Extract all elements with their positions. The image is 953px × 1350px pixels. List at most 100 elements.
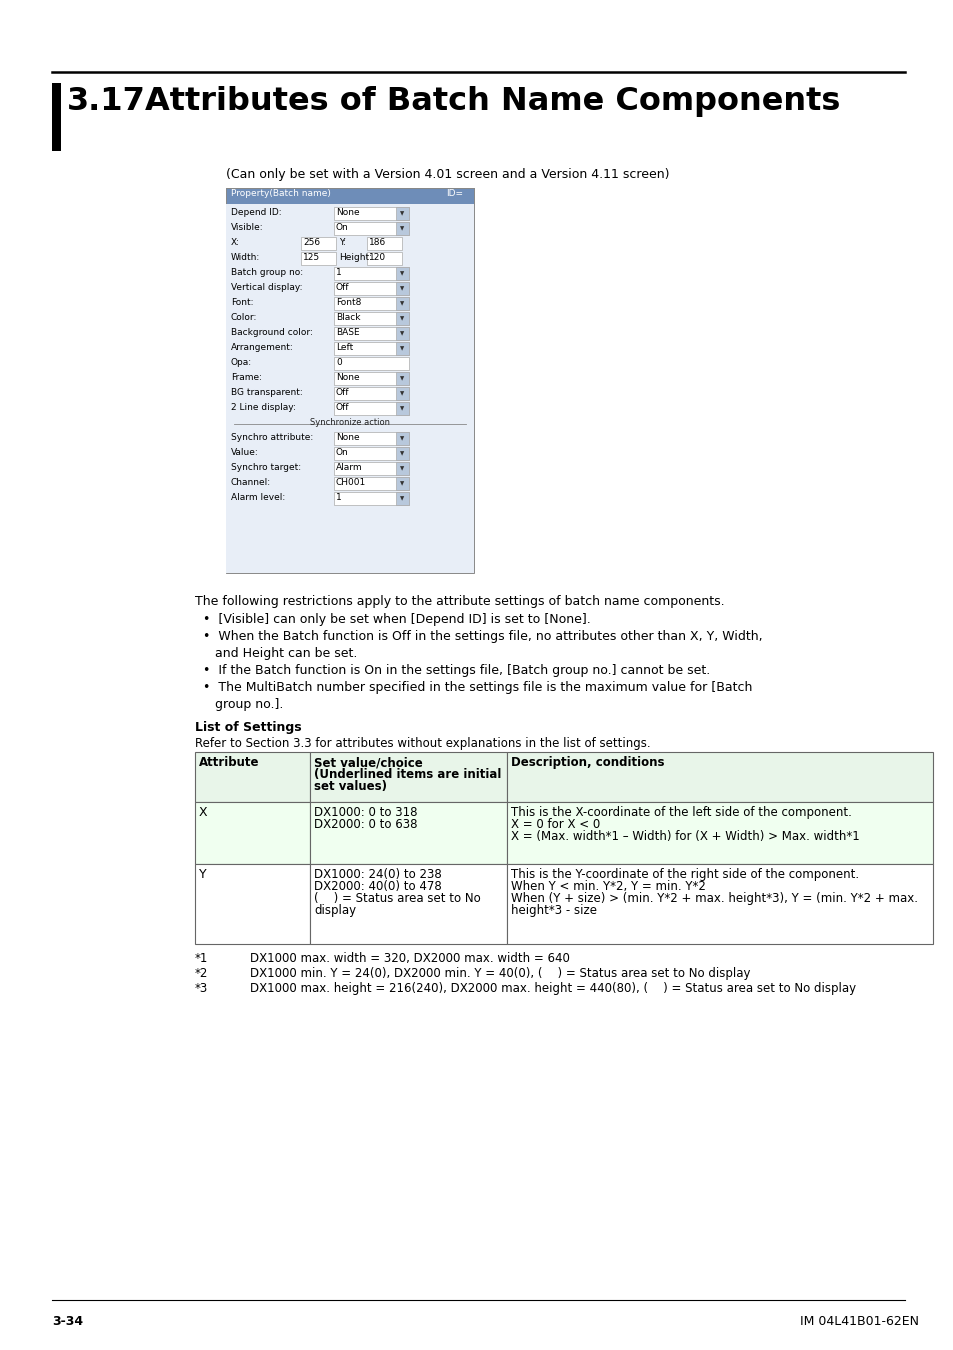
Text: None: None xyxy=(335,208,359,217)
Text: 125: 125 xyxy=(303,252,320,262)
Bar xyxy=(395,462,409,475)
Bar xyxy=(506,752,932,802)
Bar xyxy=(334,267,409,279)
Bar xyxy=(395,491,409,505)
Bar xyxy=(310,864,506,944)
Text: Frame:: Frame: xyxy=(231,373,262,382)
Bar xyxy=(194,802,310,864)
Text: 3.17: 3.17 xyxy=(67,86,146,117)
Text: ▼: ▼ xyxy=(399,466,404,471)
Text: When Y < min. Y*2, Y = min. Y*2: When Y < min. Y*2, Y = min. Y*2 xyxy=(511,880,705,892)
Bar xyxy=(334,297,409,310)
Text: DX1000: 0 to 318: DX1000: 0 to 318 xyxy=(314,806,417,819)
Bar xyxy=(367,238,401,250)
Text: ▼: ▼ xyxy=(399,331,404,336)
Bar xyxy=(334,282,409,296)
Text: *3: *3 xyxy=(194,981,208,995)
Text: set values): set values) xyxy=(314,780,387,792)
Text: Y: Y xyxy=(199,868,207,882)
Bar xyxy=(301,252,335,265)
Text: Background color:: Background color: xyxy=(231,328,313,338)
Text: Opa:: Opa: xyxy=(231,358,252,367)
Text: On: On xyxy=(335,223,349,232)
Bar xyxy=(395,387,409,400)
Text: and Height can be set.: and Height can be set. xyxy=(214,647,357,660)
Text: On: On xyxy=(335,448,349,458)
Bar xyxy=(334,373,409,385)
Bar xyxy=(334,356,409,370)
Text: ▼: ▼ xyxy=(399,392,404,396)
Bar xyxy=(395,447,409,460)
Bar xyxy=(395,327,409,340)
Bar xyxy=(334,342,409,355)
Bar xyxy=(395,312,409,325)
Bar xyxy=(334,432,409,446)
Text: ▼: ▼ xyxy=(399,406,404,410)
Text: 186: 186 xyxy=(369,238,386,247)
Text: Set value/choice: Set value/choice xyxy=(314,756,422,770)
Bar xyxy=(395,432,409,446)
Bar xyxy=(334,447,409,460)
Text: Attribute: Attribute xyxy=(199,756,259,770)
Text: Description, conditions: Description, conditions xyxy=(511,756,664,770)
Text: Width:: Width: xyxy=(231,252,260,262)
Text: Value:: Value: xyxy=(231,448,258,458)
Text: 1: 1 xyxy=(335,269,341,277)
Bar xyxy=(334,207,409,220)
Text: (Can only be set with a Version 4.01 screen and a Version 4.11 screen): (Can only be set with a Version 4.01 scr… xyxy=(226,167,669,181)
Text: Refer to Section 3.3 for attributes without explanations in the list of settings: Refer to Section 3.3 for attributes with… xyxy=(194,737,650,751)
Text: (Underlined items are initial: (Underlined items are initial xyxy=(314,768,501,782)
Text: BASE: BASE xyxy=(335,328,359,338)
Text: Batch group no:: Batch group no: xyxy=(231,269,303,277)
Text: This is the Y-coordinate of the right side of the component.: This is the Y-coordinate of the right si… xyxy=(511,868,859,882)
Text: Font8: Font8 xyxy=(335,298,361,306)
Bar xyxy=(334,477,409,490)
Bar xyxy=(367,252,401,265)
Text: Color:: Color: xyxy=(231,313,257,323)
Text: DX1000 max. width = 320, DX2000 max. width = 640: DX1000 max. width = 320, DX2000 max. wid… xyxy=(250,952,569,965)
Bar xyxy=(395,221,409,235)
Text: Font:: Font: xyxy=(231,298,253,306)
Text: ▼: ▼ xyxy=(399,481,404,486)
Text: ▼: ▼ xyxy=(399,301,404,306)
Bar xyxy=(334,402,409,414)
Text: When (Y + size) > (min. Y*2 + max. height*3), Y = (min. Y*2 + max.: When (Y + size) > (min. Y*2 + max. heigh… xyxy=(511,892,917,904)
Text: Y:: Y: xyxy=(338,238,346,247)
Text: ▼: ▼ xyxy=(399,436,404,441)
Text: (    ) = Status area set to No: ( ) = Status area set to No xyxy=(314,892,480,904)
Text: Depend ID:: Depend ID: xyxy=(231,208,281,217)
Text: Vertical display:: Vertical display: xyxy=(231,284,302,292)
Bar xyxy=(506,802,932,864)
Text: This is the X-coordinate of the left side of the component.: This is the X-coordinate of the left sid… xyxy=(511,806,851,819)
Text: *1: *1 xyxy=(194,952,208,965)
Text: ▼: ▼ xyxy=(399,316,404,321)
Text: Left: Left xyxy=(335,343,353,352)
Text: ▼: ▼ xyxy=(399,377,404,381)
Text: X = 0 for X < 0: X = 0 for X < 0 xyxy=(511,818,599,832)
Text: DX2000: 0 to 638: DX2000: 0 to 638 xyxy=(314,818,417,832)
Bar xyxy=(506,864,932,944)
Text: 3-34: 3-34 xyxy=(52,1315,83,1328)
Text: Alarm: Alarm xyxy=(335,463,362,472)
Text: None: None xyxy=(335,373,359,382)
Bar xyxy=(395,207,409,220)
Text: CH001: CH001 xyxy=(335,478,366,487)
Text: Synchro attribute:: Synchro attribute: xyxy=(231,433,313,441)
Text: •  [Visible] can only be set when [Depend ID] is set to [None].: • [Visible] can only be set when [Depend… xyxy=(203,613,590,626)
Text: Synchro target:: Synchro target: xyxy=(231,463,301,472)
Text: ▼: ▼ xyxy=(399,271,404,275)
Bar xyxy=(395,342,409,355)
Text: Arrangement:: Arrangement: xyxy=(231,343,294,352)
Bar xyxy=(301,238,335,250)
Text: Off: Off xyxy=(335,387,349,397)
Text: 2 Line display:: 2 Line display: xyxy=(231,404,295,412)
Text: •  When the Batch function is Off in the settings file, no attributes other than: • When the Batch function is Off in the … xyxy=(203,630,761,643)
Text: 1: 1 xyxy=(335,493,341,502)
Text: ▼: ▼ xyxy=(399,495,404,501)
Bar xyxy=(334,462,409,475)
Text: DX2000: 40(0) to 478: DX2000: 40(0) to 478 xyxy=(314,880,441,892)
Bar xyxy=(395,297,409,310)
Text: 120: 120 xyxy=(369,252,386,262)
Text: ▼: ▼ xyxy=(399,286,404,292)
Text: ▼: ▼ xyxy=(399,451,404,456)
